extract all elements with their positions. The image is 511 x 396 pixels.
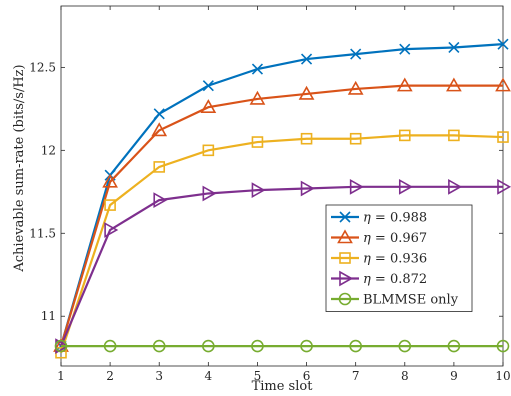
data-point	[350, 48, 362, 60]
data-point	[398, 339, 412, 353]
legend-marker	[339, 211, 351, 223]
data-point	[153, 192, 168, 208]
legend-marker	[337, 229, 353, 244]
data-point	[153, 161, 166, 173]
data-point	[349, 178, 364, 195]
data-point	[200, 99, 217, 113]
series-line-4	[59, 185, 503, 347]
series-line-1	[59, 43, 504, 347]
x-tick-label: 4	[205, 369, 213, 383]
data-point	[347, 80, 364, 95]
data-point	[104, 199, 116, 211]
data-point	[152, 339, 166, 353]
legend-entry-5: BLMMSE only	[363, 293, 459, 308]
data-point	[103, 339, 117, 353]
data-point	[153, 108, 165, 120]
legend-entry-1: η = 0.988	[363, 211, 427, 226]
legend-entry-3: η = 0.936	[363, 252, 427, 267]
data-point	[300, 339, 313, 353]
legend-marker	[339, 252, 351, 264]
data-point	[448, 178, 463, 195]
data-point	[399, 43, 411, 55]
x-tick-label: 1	[57, 369, 65, 383]
data-point	[497, 178, 511, 195]
data-point	[398, 129, 411, 142]
y-axis-label: Achievable sum-rate (bits/s/Hz)	[12, 64, 27, 272]
data-point	[251, 339, 264, 353]
series-line-3	[59, 134, 504, 354]
data-point	[398, 178, 413, 195]
data-point	[447, 339, 461, 353]
data-point	[495, 77, 511, 92]
data-point	[202, 339, 215, 353]
x-tick-label: 10	[495, 369, 510, 383]
x-tick-label: 7	[352, 369, 360, 383]
data-point	[448, 41, 460, 54]
x-tick-label: 6	[303, 369, 311, 383]
x-tick-label: 8	[401, 369, 409, 383]
data-point	[396, 77, 413, 92]
data-point	[102, 173, 118, 188]
y-tick-label: 11	[41, 309, 56, 323]
data-point	[496, 339, 510, 353]
legend-marker	[339, 270, 354, 287]
data-point	[349, 132, 362, 145]
data-point	[298, 85, 315, 100]
legend-entry-4: η = 0.872	[363, 272, 427, 287]
data-point	[202, 185, 217, 202]
series-line-2	[59, 84, 503, 347]
data-point	[251, 136, 264, 148]
data-point	[151, 122, 168, 137]
data-point	[251, 63, 264, 75]
data-point	[202, 144, 215, 157]
legend-entry-2: η = 0.967	[363, 231, 427, 246]
data-point	[349, 339, 362, 353]
legend: η = 0.988 η = 0.967 η = 0.936 η = 0.872 BLMM…	[325, 204, 473, 312]
data-point	[300, 180, 315, 197]
x-tick-label: 3	[155, 369, 163, 383]
x-tick-label: 9	[450, 369, 458, 383]
x-tick-label: 2	[106, 369, 114, 383]
data-point	[300, 53, 313, 65]
data-point	[497, 38, 509, 50]
data-point	[446, 77, 462, 92]
data-point	[249, 90, 266, 105]
data-point	[300, 132, 313, 145]
y-tick-label: 12.5	[29, 60, 56, 74]
data-point	[202, 80, 214, 92]
data-point	[251, 182, 266, 199]
data-point	[497, 131, 509, 143]
y-tick-label: 11.5	[29, 226, 56, 240]
data-point	[448, 129, 460, 142]
legend-marker	[338, 292, 352, 306]
data-point	[54, 339, 68, 353]
y-tick-label: 12	[41, 143, 56, 157]
data-point	[104, 222, 119, 238]
x-axis-label: Time slot	[252, 379, 314, 394]
x-tick-label: 5	[254, 369, 262, 383]
